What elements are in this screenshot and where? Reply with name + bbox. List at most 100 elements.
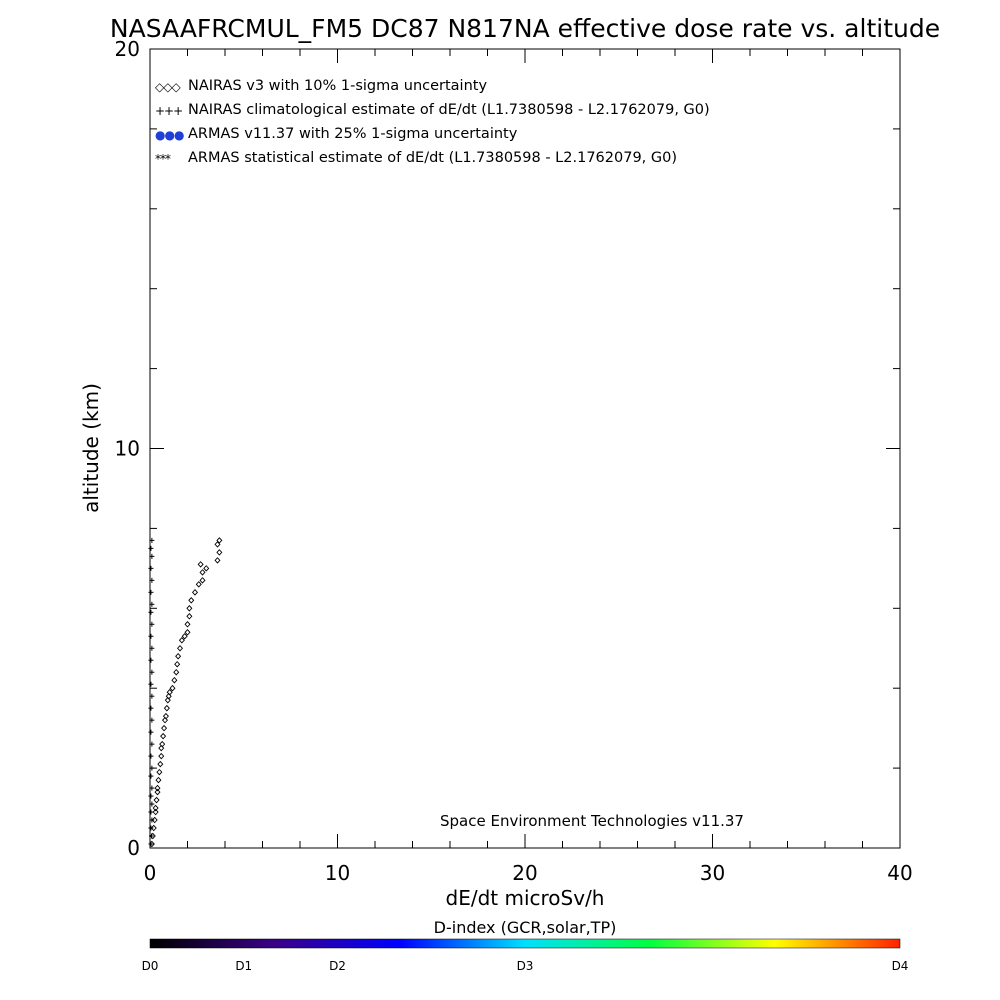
armas-point — [149, 693, 155, 699]
armas-point — [148, 793, 154, 799]
x-tick-label: 20 — [512, 861, 537, 885]
data-marks — [148, 537, 223, 848]
armas-point — [148, 825, 154, 831]
x-tick-label: 40 — [887, 861, 912, 885]
nairas-point — [188, 597, 195, 604]
annotation-text: Space Environment Technologies v11.37 — [440, 812, 744, 830]
armas-point — [148, 809, 154, 815]
nairas-point — [214, 541, 221, 548]
nairas-point — [199, 577, 206, 584]
legend-symbol: *** — [155, 152, 171, 166]
colorbar-label: D0 — [142, 959, 159, 973]
nairas-point — [178, 636, 185, 644]
nairas-point — [186, 605, 193, 612]
armas-point — [149, 801, 155, 807]
armas-point — [148, 565, 154, 571]
nairas-point — [174, 660, 181, 668]
colorbar-label: D3 — [517, 959, 534, 973]
nairas-point — [216, 549, 223, 556]
nairas-point — [151, 816, 158, 824]
nairas-point — [162, 712, 169, 720]
legend: ◇◇◇ NAIRAS v3 with 10% 1-sigma uncertaint… — [155, 78, 710, 166]
legend-label: NAIRAS climatological estimate of dE/dt … — [188, 102, 710, 118]
nairas-point — [154, 784, 161, 792]
nairas-point — [203, 565, 210, 572]
colorbar-label: D2 — [329, 959, 346, 973]
legend-symbol: ◇◇◇ — [155, 80, 181, 94]
colorbar — [149, 938, 901, 949]
armas-point — [149, 717, 155, 723]
legend-label: ARMAS statistical estimate of dE/dt (L1.… — [188, 150, 677, 166]
nairas-point — [169, 684, 176, 692]
nairas-point — [175, 652, 182, 660]
nairas-point — [186, 613, 193, 620]
nairas-point — [156, 768, 163, 776]
armas-point — [148, 841, 154, 847]
y-tick-labels: 0 10 20 — [115, 37, 140, 860]
armas-point — [148, 589, 154, 595]
armas-point — [148, 545, 154, 551]
armas-point — [149, 553, 155, 559]
armas-point — [148, 729, 154, 735]
colorbar-labels: D0 D1 D2 D3 D4 — [142, 959, 909, 973]
x-tick-label: 10 — [325, 861, 350, 885]
armas-point — [148, 681, 154, 687]
armas-point — [149, 601, 155, 607]
nairas-point — [216, 537, 223, 544]
nairas-point — [191, 589, 199, 596]
x-tick-label: 30 — [700, 861, 725, 885]
armas-point — [149, 785, 155, 791]
nairas-point — [166, 688, 173, 696]
x-tick-label: 0 — [144, 861, 157, 885]
nairas-point — [157, 760, 164, 768]
nairas-point — [148, 840, 155, 848]
colorbar-label: D1 — [235, 959, 252, 973]
armas-point — [148, 705, 154, 711]
nairas-point — [163, 704, 170, 712]
armas-point — [149, 621, 155, 627]
nairas-point — [159, 740, 166, 748]
nairas-point — [197, 561, 204, 568]
nairas-point — [158, 752, 165, 760]
nairas-point — [176, 644, 184, 652]
y-tick-label: 10 — [115, 437, 140, 461]
chart-title: NASAAFRCMUL_FM5 DC87 N817NA effective do… — [110, 14, 940, 43]
nairas-point — [199, 569, 206, 576]
nairas-point — [155, 776, 162, 784]
nairas-point — [181, 633, 188, 640]
nairas-point — [184, 629, 191, 636]
armas-point — [149, 741, 155, 747]
nairas-point — [158, 744, 165, 752]
armas-point — [148, 773, 154, 779]
nairas-point — [150, 824, 157, 832]
plot-frame — [149, 48, 901, 849]
armas-point — [149, 669, 155, 675]
armas-point — [149, 765, 155, 771]
nairas-point — [173, 668, 180, 676]
armas-point — [148, 753, 154, 759]
nairas-point — [195, 581, 202, 588]
legend-label: NAIRAS v3 with 10% 1-sigma uncertainty — [188, 78, 487, 94]
nairas-point — [152, 804, 159, 812]
colorbar-title: D-index (GCR,solar,TP) — [434, 918, 617, 937]
legend-symbol: +++ — [155, 104, 182, 118]
armas-point — [149, 577, 155, 583]
armas-point — [148, 609, 154, 615]
nairas-point — [161, 724, 168, 732]
armas-point — [148, 657, 154, 663]
axis-ticks — [149, 48, 901, 849]
nairas-point — [160, 732, 167, 740]
y-axis-label: altitude (km) — [79, 383, 103, 513]
y-tick-label: 20 — [115, 37, 140, 61]
nairas-point — [161, 716, 169, 724]
armas-point — [149, 833, 154, 839]
armas-point — [148, 633, 154, 639]
y-tick-label: 0 — [127, 836, 140, 860]
legend-symbol: ●●● — [155, 128, 184, 142]
nairas-point — [214, 557, 221, 564]
nairas-point — [171, 676, 178, 684]
nairas-point — [154, 788, 161, 796]
colorbar-label: D4 — [892, 959, 909, 973]
armas-point — [149, 817, 155, 823]
